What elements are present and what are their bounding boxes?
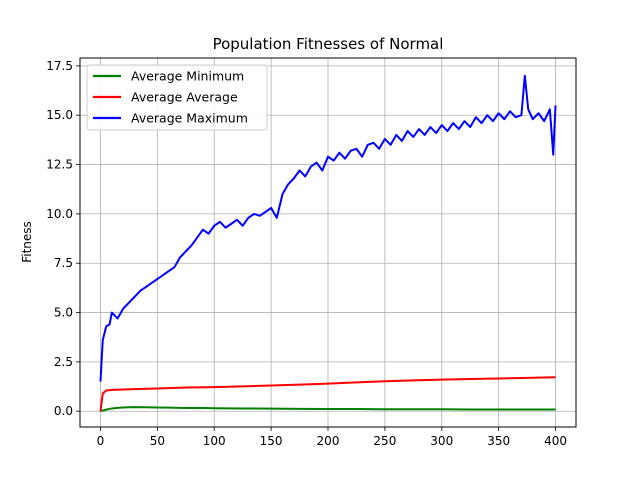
x-tick-label: 300 xyxy=(430,434,453,448)
series-line-average-maximum xyxy=(99,74,557,382)
x-tick-label: 250 xyxy=(373,434,396,448)
x-tick-label: 100 xyxy=(203,434,226,448)
y-axis-label: Fitness xyxy=(20,221,34,263)
chart-title: Population Fitnesses of Normal xyxy=(213,35,444,53)
series-line-average-average xyxy=(99,376,556,412)
x-tick-label: 350 xyxy=(487,434,510,448)
y-tick-label: 0.0 xyxy=(54,404,73,418)
legend-label-average-average: Average Average xyxy=(131,90,238,105)
x-tick-label: 50 xyxy=(150,434,165,448)
series-group xyxy=(99,74,557,413)
y-tick-label: 2.5 xyxy=(54,355,73,369)
y-tick-label: 17.5 xyxy=(46,59,73,73)
y-tick-label: 10.0 xyxy=(46,207,73,221)
y-tick-label: 5.0 xyxy=(54,306,73,320)
legend-box xyxy=(86,64,268,131)
series-line-average-minimum xyxy=(100,406,556,413)
x-tick-label: 400 xyxy=(544,434,567,448)
y-axis-ticks: 0.0 2.5 5.0 7.5 10.0 12.5 15.0 17.5 xyxy=(46,59,80,418)
legend: Average Minimum Average Average Average Ma… xyxy=(86,64,268,131)
x-tick-label: 200 xyxy=(317,434,340,448)
legend-label-average-maximum: Average Maximum xyxy=(131,111,248,126)
y-tick-label: 7.5 xyxy=(54,256,73,270)
legend-label-average-minimum: Average Minimum xyxy=(131,69,244,84)
x-axis-ticks: 0 50 100 150 200 250 300 350 400 xyxy=(97,427,567,448)
y-tick-label: 15.0 xyxy=(46,108,73,122)
x-tick-label: 150 xyxy=(260,434,283,448)
x-tick-label: 0 xyxy=(97,434,105,448)
y-tick-label: 12.5 xyxy=(46,158,73,172)
